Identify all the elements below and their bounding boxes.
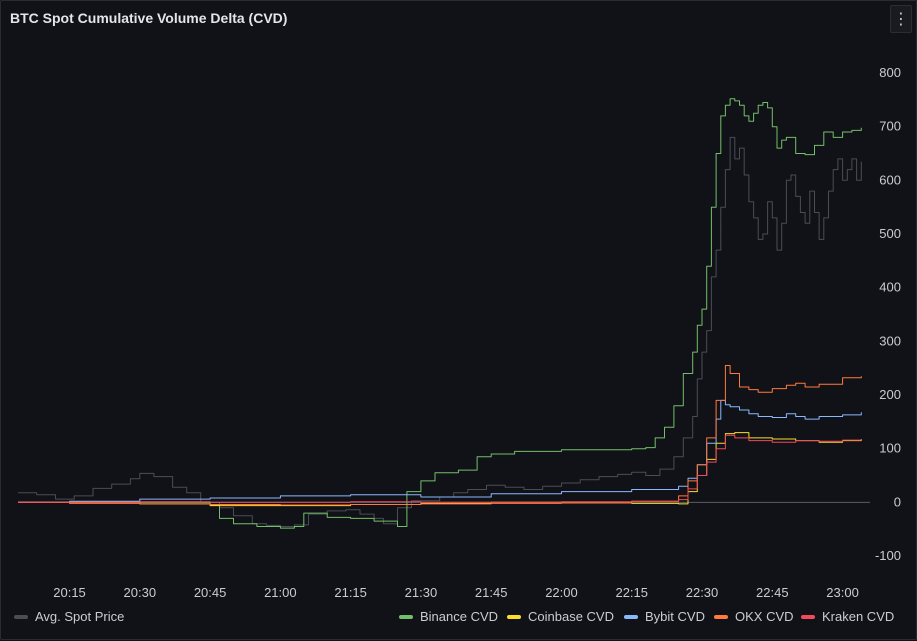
y-tick-label: 600 [879,172,901,187]
panel-menu-button[interactable]: ⋮ [890,5,912,33]
x-tick-label: 22:30 [686,585,719,600]
legend-item-okx-cvd[interactable]: OKX CVD [714,609,794,624]
x-tick-label: 23:00 [826,585,859,600]
x-axis-ticks: 20:15 20:30 20:45 21:00 21:15 21:30 21:45 22:00… [53,585,859,600]
legend-item-kraken-cvd[interactable]: Kraken CVD [801,609,894,624]
legend-swatch [714,614,728,619]
legend-swatch [801,614,815,619]
series-line-bybit-cvd [18,399,862,503]
series-line-binance-cvd [18,98,862,529]
legend-swatch [507,614,521,619]
x-tick-label: 20:15 [53,585,86,600]
legend-swatch [14,614,28,619]
y-axis-ticks: 800 700 600 500 400 300 200 100 0 -100 [875,65,901,563]
y-tick-label: 500 [879,226,901,241]
x-tick-label: 20:45 [194,585,227,600]
y-tick-label: 300 [879,333,901,348]
y-tick-label: 100 [879,441,901,456]
legend-item-coinbase-cvd[interactable]: Coinbase CVD [507,609,614,624]
legend-label: Bybit CVD [645,609,705,624]
x-tick-label: 22:45 [756,585,789,600]
legend-swatch [624,614,638,619]
series-line-coinbase-cvd [18,432,862,507]
y-tick-label: 0 [894,494,901,509]
y-tick-label: -100 [875,548,901,563]
y-tick-label: 200 [879,387,901,402]
legend-label: Kraken CVD [822,609,895,624]
vertical-ellipsis-icon: ⋮ [893,11,909,28]
x-tick-label: 22:00 [545,585,578,600]
legend-item-avg-spot-price[interactable]: Avg. Spot Price [14,609,124,624]
chart-legend: Avg. Spot Price Binance CVD Coinbase CVD… [1,607,917,627]
y-tick-label: 800 [879,65,901,80]
series-line-okx-cvd [18,365,862,506]
legend-label: OKX CVD [735,609,794,624]
x-tick-label: 20:30 [124,585,157,600]
y-tick-label: 700 [879,119,901,134]
legend-label: Avg. Spot Price [35,609,125,624]
x-tick-label: 22:15 [615,585,648,600]
series-line-avg-spot-price [18,136,862,527]
x-tick-label: 21:15 [334,585,367,600]
legend-swatch [399,614,413,619]
legend-item-binance-cvd[interactable]: Binance CVD [399,609,498,624]
series-line-kraken-cvd [18,434,862,503]
x-tick-label: 21:00 [264,585,297,600]
x-tick-label: 21:30 [405,585,438,600]
x-tick-label: 21:45 [475,585,508,600]
series-lines [18,98,870,529]
panel-title: BTC Spot Cumulative Volume Delta (CVD) [10,10,288,26]
legend-label: Binance CVD [420,609,499,624]
y-tick-label: 400 [879,280,901,295]
legend-item-bybit-cvd[interactable]: Bybit CVD [624,609,705,624]
legend-label: Coinbase CVD [528,609,614,624]
